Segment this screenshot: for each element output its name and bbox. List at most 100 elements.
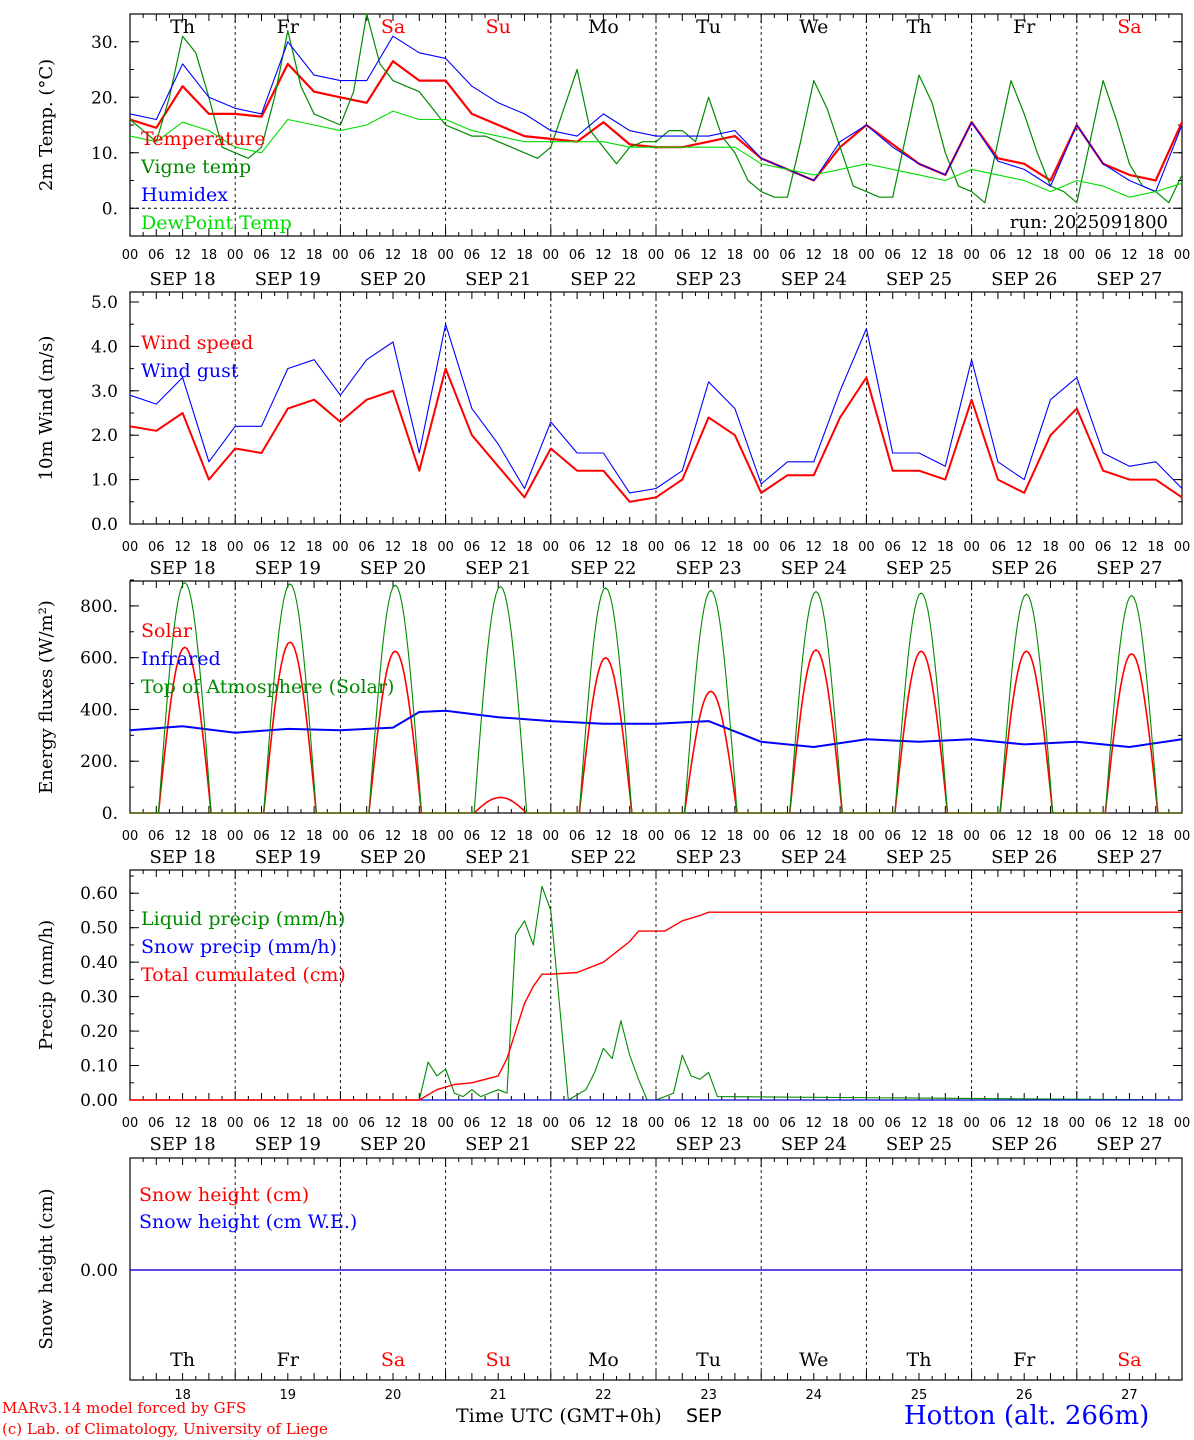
weekday-label: We bbox=[799, 16, 828, 38]
hour-label: 18 bbox=[937, 1116, 954, 1131]
date-label: SEP 20 bbox=[360, 1134, 426, 1155]
hour-label: 00 bbox=[858, 540, 875, 555]
hour-label: 12 bbox=[1016, 829, 1033, 844]
hour-label: 00 bbox=[543, 829, 560, 844]
hour-label: 12 bbox=[490, 540, 507, 555]
hour-label: 06 bbox=[884, 248, 901, 263]
weekday-label: Sa bbox=[1117, 16, 1141, 38]
hour-label: 18 bbox=[201, 829, 218, 844]
hour-label: 18 bbox=[1042, 829, 1059, 844]
hour-label: 00 bbox=[648, 248, 665, 263]
date-label: SEP 23 bbox=[675, 269, 741, 290]
hour-label: 06 bbox=[1095, 540, 1112, 555]
hour-label: 12 bbox=[1121, 540, 1138, 555]
hour-label: 00 bbox=[858, 1116, 875, 1131]
hour-label: 12 bbox=[280, 248, 297, 263]
hour-label: 18 bbox=[306, 540, 323, 555]
hour-label: 18 bbox=[201, 1116, 218, 1131]
weekday-label: Fr bbox=[1013, 1349, 1036, 1371]
hour-label: 00 bbox=[1174, 540, 1191, 555]
hour-label: 06 bbox=[148, 1116, 165, 1131]
hour-label: 18 bbox=[411, 1116, 428, 1131]
hour-label: 18 bbox=[1147, 248, 1164, 263]
hour-label: 00 bbox=[437, 1116, 454, 1131]
legend-entry: Infrared bbox=[141, 648, 221, 670]
date-label: SEP 26 bbox=[991, 847, 1057, 868]
hour-label: 06 bbox=[674, 1116, 691, 1131]
series-temperature bbox=[129, 60, 1184, 182]
weekday-label: Mo bbox=[588, 1349, 619, 1371]
y-tick-label: 10. bbox=[91, 144, 118, 164]
hour-label: 18 bbox=[832, 829, 849, 844]
hour-label: 06 bbox=[990, 829, 1007, 844]
hour-label: 06 bbox=[569, 829, 586, 844]
hour-label: 00 bbox=[1174, 1116, 1191, 1131]
hour-label: 00 bbox=[122, 1116, 139, 1131]
hour-label: 18 bbox=[411, 540, 428, 555]
weekday-label: Sa bbox=[1117, 1349, 1141, 1371]
hour-label: 00 bbox=[648, 540, 665, 555]
date-label: SEP 18 bbox=[149, 269, 215, 290]
hour-label: 06 bbox=[990, 540, 1007, 555]
hour-label: 06 bbox=[464, 248, 481, 263]
hour-label: 18 bbox=[516, 248, 533, 263]
hour-label: 12 bbox=[280, 1116, 297, 1131]
hour-label: 00 bbox=[332, 248, 349, 263]
hour-label: 18 bbox=[201, 540, 218, 555]
series-wind-gust bbox=[129, 323, 1183, 494]
y-tick-label: 30. bbox=[91, 33, 118, 53]
hour-label: 00 bbox=[963, 540, 980, 555]
hour-label: 12 bbox=[911, 829, 928, 844]
series-vigne-temp bbox=[129, 13, 1183, 204]
hour-label: 12 bbox=[1121, 248, 1138, 263]
hour-label: 00 bbox=[543, 1116, 560, 1131]
hour-label: 06 bbox=[253, 248, 270, 263]
hour-label: 00 bbox=[227, 1116, 244, 1131]
y-tick-label: 0. bbox=[102, 199, 118, 219]
hour-label: 00 bbox=[122, 829, 139, 844]
day-number: 21 bbox=[490, 1388, 507, 1403]
date-label: SEP 24 bbox=[781, 1134, 847, 1155]
hour-label: 12 bbox=[1016, 1116, 1033, 1131]
hour-label: 18 bbox=[306, 829, 323, 844]
date-label: SEP 22 bbox=[570, 558, 636, 579]
hour-label: 00 bbox=[122, 540, 139, 555]
weekday-label: Th bbox=[170, 16, 195, 38]
hour-label: 06 bbox=[1095, 1116, 1112, 1131]
hour-label: 18 bbox=[516, 829, 533, 844]
date-label: SEP 25 bbox=[886, 269, 952, 290]
hour-label: 06 bbox=[884, 540, 901, 555]
hour-label: 18 bbox=[832, 1116, 849, 1131]
hour-label: 06 bbox=[674, 248, 691, 263]
hour-label: 00 bbox=[227, 829, 244, 844]
hour-label: 18 bbox=[1042, 248, 1059, 263]
hour-label: 12 bbox=[700, 1116, 717, 1131]
hour-label: 06 bbox=[779, 829, 796, 844]
run-annotation: run: 2025091800 bbox=[1010, 212, 1168, 233]
hour-label: 00 bbox=[648, 1116, 665, 1131]
hour-label: 18 bbox=[516, 540, 533, 555]
legend-entry: Humidex bbox=[141, 184, 228, 206]
hour-label: 12 bbox=[911, 1116, 928, 1131]
x-axis-title: Time UTC (GMT+0h) bbox=[456, 1405, 662, 1427]
hour-label: 12 bbox=[595, 1116, 612, 1131]
hour-label: 06 bbox=[358, 829, 375, 844]
y-axis-label: Snow height (cm) bbox=[36, 1188, 57, 1349]
weekday-label: Fr bbox=[277, 1349, 300, 1371]
hour-label: 12 bbox=[490, 248, 507, 263]
weekday-label: Fr bbox=[277, 16, 300, 38]
legend-entry: Snow precip (mm/h) bbox=[141, 936, 337, 958]
hour-label: 18 bbox=[201, 248, 218, 263]
date-label: SEP 26 bbox=[991, 1134, 1057, 1155]
legend-entry: Temperature bbox=[141, 128, 265, 150]
hour-label: 00 bbox=[648, 829, 665, 844]
date-label: SEP 22 bbox=[570, 269, 636, 290]
y-axis-label: Precip (mm/h) bbox=[36, 920, 57, 1050]
hour-label: 18 bbox=[516, 1116, 533, 1131]
hour-label: 00 bbox=[543, 248, 560, 263]
weekday-label: Mo bbox=[588, 16, 619, 38]
date-label: SEP 19 bbox=[255, 847, 321, 868]
date-label: SEP 23 bbox=[675, 558, 741, 579]
hour-label: 12 bbox=[490, 1116, 507, 1131]
hour-label: 00 bbox=[963, 248, 980, 263]
